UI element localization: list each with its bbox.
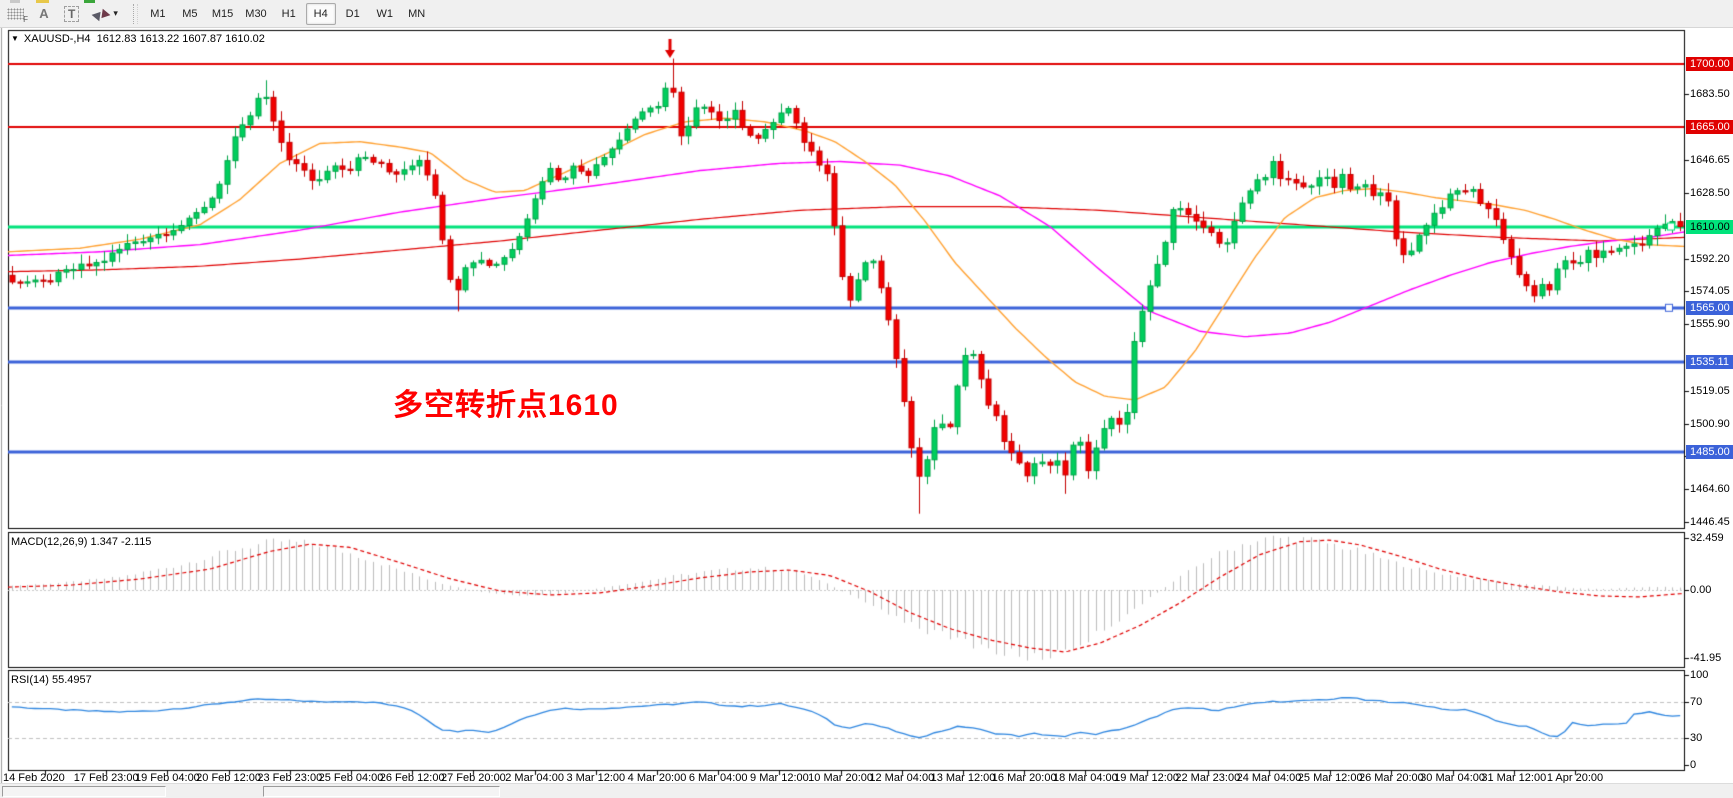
price-tick-label: 1500.90 — [1690, 417, 1730, 430]
price-tick-label: 1574.05 — [1690, 285, 1730, 298]
letter-a-button[interactable]: A — [32, 3, 56, 25]
toolbar-overflow-sliver — [36, 0, 49, 3]
symbol-ohlc-values: 1612.83 1613.22 1607.87 1610.02 — [96, 33, 265, 45]
swap-arrows-button[interactable]: ▾ — [87, 3, 124, 25]
date-label: 16 Mar 20:00 — [991, 772, 1057, 784]
symbol-name: XAUUSD-,H4 — [23, 33, 91, 45]
timeframe-button-MN[interactable]: MN — [408, 7, 426, 20]
date-label: 19 Feb 04:00 — [134, 772, 200, 784]
date-label: 6 Mar 04:00 — [688, 772, 748, 784]
price-badge-1665.00: 1665.00 — [1686, 120, 1733, 135]
rsi-indicator-label: RSI(14) 55.4957 — [11, 674, 92, 686]
chart-area: ▼ XAUUSD-,H4 1612.83 1613.22 1607.87 1610… — [0, 28, 1733, 784]
date-label: 25 Feb 04:00 — [318, 772, 384, 784]
date-label: 12 Mar 04:00 — [869, 772, 935, 784]
letter-t-button[interactable]: T — [58, 3, 85, 25]
letter-t-icon: T — [64, 5, 80, 22]
price-tick-label: 1592.20 — [1690, 252, 1730, 265]
price-tick-label: 1683.50 — [1690, 87, 1730, 100]
date-label: 24 Mar 04:00 — [1236, 772, 1302, 784]
price-tick-label: 1555.90 — [1690, 318, 1730, 331]
rsi-axis-label: 70 — [1690, 696, 1703, 708]
date-label: 14 Feb 2020 — [3, 772, 65, 784]
price-badge-1565.00: 1565.00 — [1686, 300, 1733, 315]
price-badge-1610.00: 1610.00 — [1686, 219, 1733, 234]
date-label: 18 Mar 04:00 — [1052, 772, 1118, 784]
dotted-grid-f-button[interactable]: F — [1, 3, 30, 25]
timeframe-button-M1[interactable]: M1 — [150, 7, 166, 20]
timeframe-button-M5[interactable]: M5 — [182, 7, 198, 20]
toolbar: F A T ▾ M1 M5 M15 M30 H1 H4 D1 W1 MN — [0, 0, 1733, 28]
rsi-axis-label: 100 — [1690, 669, 1709, 681]
date-label: 1 Apr 20:00 — [1546, 772, 1604, 784]
chevron-down-icon: ▾ — [113, 8, 118, 18]
date-label: 20 Feb 12:00 — [196, 772, 262, 784]
symbol-dropdown-icon[interactable]: ▼ — [11, 34, 19, 43]
price-tick-label: 1519.05 — [1690, 384, 1730, 397]
date-label: 2 Mar 04:00 — [505, 772, 564, 784]
price-chart-canvas[interactable] — [0, 28, 1733, 783]
rsi-axis-label: 0 — [1690, 759, 1697, 771]
dotted-grid-icon: F — [7, 7, 28, 24]
date-label: 26 Feb 12:00 — [379, 772, 445, 784]
macd-axis-label: 0.00 — [1690, 584, 1712, 596]
date-label: 25 Mar 12:00 — [1297, 772, 1363, 784]
timeframe-button-D1[interactable]: D1 — [345, 7, 360, 20]
macd-axis-label: 32.459 — [1690, 531, 1724, 544]
price-tick-label: 1628.50 — [1690, 187, 1730, 200]
date-label: 19 Mar 12:00 — [1114, 772, 1180, 784]
date-label: 13 Mar 12:00 — [930, 772, 996, 784]
rsi-axis-label: 30 — [1690, 732, 1703, 744]
date-label: 26 Mar 20:00 — [1358, 772, 1424, 784]
price-badge-1485.00: 1485.00 — [1686, 445, 1733, 460]
date-label: 3 Mar 12:00 — [566, 772, 626, 784]
price-tick-label: 1646.65 — [1690, 154, 1730, 167]
toolbar-separator — [132, 3, 138, 24]
timeframe-button-W1[interactable]: W1 — [376, 7, 393, 20]
date-label: 23 Feb 23:00 — [257, 772, 323, 784]
price-badge-1700.00: 1700.00 — [1686, 57, 1733, 71]
swap-arrows-icon — [91, 5, 111, 22]
chart-annotation-text: 多空转折点1610 — [393, 389, 619, 422]
timeframe-button-H4[interactable]: H4 — [305, 2, 336, 25]
toolbar-overflow-sliver — [10, 0, 20, 3]
date-label: 17 Feb 23:00 — [73, 772, 139, 784]
price-tick-label: 1464.60 — [1690, 483, 1730, 496]
date-label: 31 Mar 12:00 — [1481, 772, 1547, 784]
date-label: 30 Mar 04:00 — [1420, 772, 1486, 784]
date-label: 10 Mar 20:00 — [808, 772, 874, 784]
symbol-ohlc-line: ▼ XAUUSD-,H4 1612.83 1613.22 1607.87 1610… — [11, 33, 265, 45]
status-cell — [263, 786, 500, 797]
date-label: 9 Mar 12:00 — [750, 772, 809, 784]
date-label: 22 Mar 23:00 — [1175, 772, 1241, 784]
timeframe-button-M15[interactable]: M15 — [211, 7, 234, 20]
timeframe-button-M30[interactable]: M30 — [245, 7, 267, 20]
status-cell — [2, 786, 166, 797]
macd-indicator-label: MACD(12,26,9) 1.347 -2.115 — [11, 536, 152, 548]
timeframe-button-H1[interactable]: H1 — [281, 7, 296, 20]
letter-a-icon: A — [39, 6, 49, 21]
date-label: 4 Mar 20:00 — [627, 772, 687, 784]
toolbar-overflow-sliver — [84, 0, 95, 3]
date-label: 27 Feb 20:00 — [440, 772, 506, 784]
price-badge-1535.11: 1535.11 — [1686, 354, 1733, 369]
price-tick-label: 1446.45 — [1690, 515, 1730, 528]
timeframe-bar: M1 M5 M15 M30 H1 H4 D1 W1 MN — [142, 2, 433, 25]
macd-axis-label: -41.95 — [1690, 651, 1722, 664]
status-bar — [0, 783, 1733, 798]
